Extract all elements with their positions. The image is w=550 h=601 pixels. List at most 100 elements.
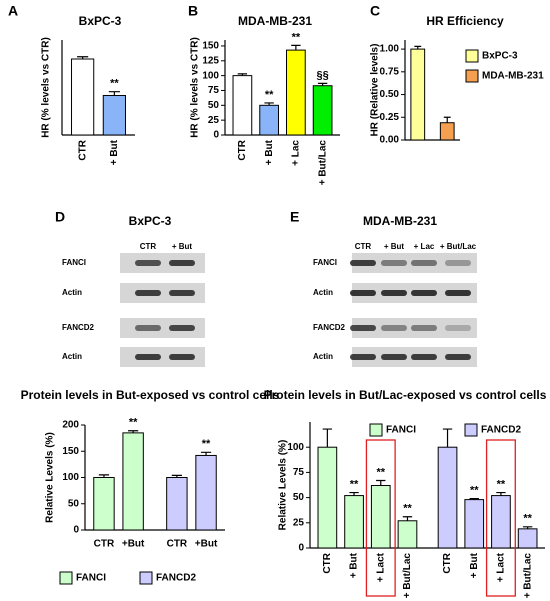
bar bbox=[166, 477, 188, 531]
blot-title: MDA-MB-231 bbox=[363, 214, 437, 228]
blot-band bbox=[381, 325, 407, 331]
bar bbox=[517, 528, 538, 549]
row-label: Actin bbox=[313, 288, 333, 297]
chart-title: MDA-MB-231 bbox=[238, 14, 312, 28]
bar bbox=[410, 48, 426, 141]
bar bbox=[437, 446, 458, 549]
blot-strip bbox=[120, 347, 205, 367]
error-bar bbox=[522, 526, 533, 529]
x-tick-label: + But/Lac bbox=[402, 553, 413, 599]
blot-band bbox=[411, 325, 437, 331]
error-bar bbox=[414, 45, 422, 50]
blot-band bbox=[445, 290, 471, 296]
blot-band bbox=[381, 354, 407, 360]
error-bar bbox=[442, 428, 453, 448]
significance: ** bbox=[403, 503, 412, 515]
error-bar bbox=[98, 474, 110, 478]
x-tick-label: CTR bbox=[322, 552, 333, 573]
y-tick-label: 0 bbox=[298, 543, 304, 554]
bar bbox=[464, 499, 485, 549]
significance: ** bbox=[110, 78, 119, 90]
x-tick-label: + But/Lac bbox=[522, 553, 533, 599]
bar bbox=[491, 495, 511, 549]
legend-swatch bbox=[465, 69, 479, 83]
y-tick-label: 1.00 bbox=[380, 44, 400, 55]
x-tick-label: +But bbox=[195, 539, 218, 550]
row-label: FANCD2 bbox=[62, 323, 95, 332]
error-bar bbox=[108, 91, 120, 96]
x-tick-label: + But bbox=[349, 552, 360, 578]
blot-band bbox=[445, 325, 471, 331]
y-axis-label: HR (% levels vs CTR) bbox=[190, 37, 201, 138]
bar bbox=[370, 485, 391, 549]
bar bbox=[439, 122, 455, 141]
x-tick-label: CTR bbox=[94, 539, 115, 550]
blot-band bbox=[135, 354, 161, 360]
y-tick-label: 100 bbox=[62, 472, 79, 483]
legend-label: FANCI bbox=[386, 425, 416, 436]
row-label: Actin bbox=[313, 352, 333, 361]
blot-band bbox=[169, 290, 195, 296]
panel-label: A bbox=[8, 3, 18, 19]
blot-band bbox=[350, 290, 376, 296]
y-tick-label: 0 bbox=[73, 525, 79, 536]
y-tick-label: 25 bbox=[293, 517, 305, 528]
bar bbox=[259, 104, 279, 136]
y-tick-label: 150 bbox=[62, 446, 79, 457]
y-tick-label: 75 bbox=[293, 467, 305, 478]
y-tick-label: 50 bbox=[68, 498, 80, 509]
blot-band bbox=[445, 260, 471, 266]
x-tick-label: CTR bbox=[442, 552, 453, 573]
x-tick-label: CTR bbox=[77, 139, 88, 160]
row-label: FANCI bbox=[62, 258, 86, 267]
highlight-box bbox=[485, 439, 516, 597]
legend-swatch bbox=[465, 49, 479, 63]
panel-label: D bbox=[55, 209, 65, 225]
blot-band bbox=[381, 260, 407, 266]
error-bar bbox=[469, 498, 479, 500]
error-bar bbox=[77, 56, 89, 59]
y-axis-label: Relative Levels (%) bbox=[45, 432, 56, 523]
x-tick-label: + But bbox=[109, 139, 120, 165]
bar bbox=[286, 49, 306, 136]
y-tick-label: 0.25 bbox=[380, 112, 400, 123]
blot-band bbox=[169, 354, 195, 360]
error-bar bbox=[322, 428, 333, 448]
chart-title: Protein levels in But/Lac-exposed vs con… bbox=[264, 388, 547, 402]
y-tick-label: 100 bbox=[287, 442, 304, 453]
significance: ** bbox=[523, 513, 532, 525]
chart-title: BxPC-3 bbox=[79, 14, 122, 28]
error-bar bbox=[291, 44, 301, 51]
blot-band bbox=[411, 290, 437, 296]
error-bar bbox=[317, 82, 328, 86]
chart-title: Protein levels in But-exposed vs control… bbox=[21, 388, 280, 402]
blot-band bbox=[135, 325, 161, 331]
lane-label: CTR bbox=[140, 242, 157, 251]
significance: ** bbox=[497, 478, 506, 490]
bar bbox=[195, 454, 217, 531]
significance: ** bbox=[470, 485, 479, 497]
blot-band bbox=[350, 354, 376, 360]
x-tick-label: +But bbox=[122, 539, 145, 550]
legend-label: BxPC-3 bbox=[482, 51, 518, 62]
bar bbox=[102, 94, 126, 136]
blot-band bbox=[411, 260, 437, 266]
lane-label: + But bbox=[172, 242, 193, 251]
blot-strip bbox=[120, 318, 205, 338]
blot-strip bbox=[120, 283, 205, 303]
y-tick-label: 100 bbox=[202, 70, 219, 81]
lane-label: + Lac bbox=[414, 242, 435, 251]
error-bar bbox=[443, 116, 451, 123]
legend-swatch bbox=[369, 423, 383, 437]
x-tick-label: CTR bbox=[167, 539, 188, 550]
y-tick-label: 50 bbox=[208, 100, 220, 111]
error-bar bbox=[376, 479, 386, 486]
x-tick-label: CTR bbox=[237, 139, 248, 160]
y-tick-label: 25 bbox=[208, 115, 220, 126]
error-bar bbox=[264, 102, 274, 106]
x-tick-label: + But/Lac bbox=[317, 140, 328, 186]
error-bar bbox=[237, 73, 248, 76]
y-tick-label: 0 bbox=[213, 130, 219, 141]
blot-title: BxPC-3 bbox=[129, 214, 172, 228]
y-tick-label: 200 bbox=[62, 420, 79, 431]
